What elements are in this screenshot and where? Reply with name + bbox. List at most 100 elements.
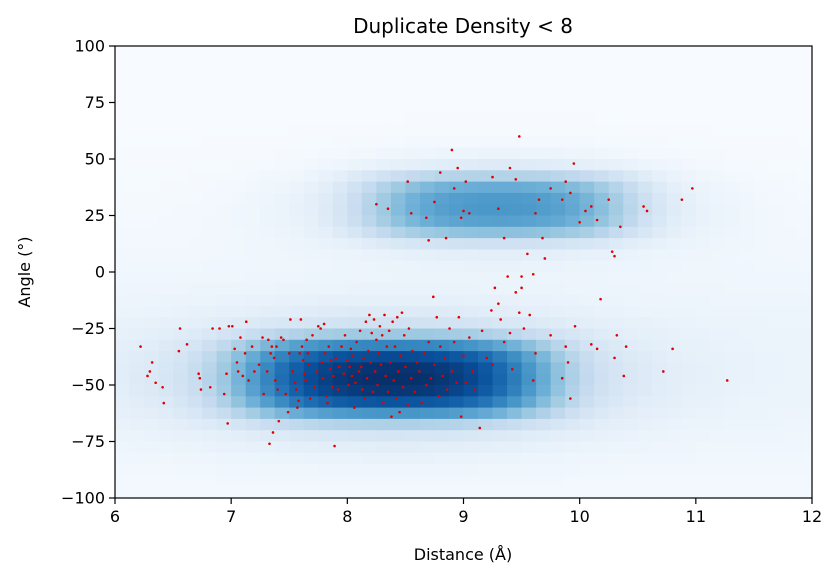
heatmap-cell xyxy=(289,125,305,137)
heatmap-cell xyxy=(129,238,145,250)
scatter-point xyxy=(350,374,354,378)
heatmap-cell xyxy=(376,339,392,352)
heatmap-cell xyxy=(187,170,203,183)
heatmap-cell xyxy=(594,272,610,284)
heatmap-cell xyxy=(478,102,494,115)
heatmap-cell xyxy=(710,159,726,171)
heatmap-cell xyxy=(202,362,218,375)
heatmap-cell xyxy=(274,159,290,171)
heatmap-cell xyxy=(144,385,160,397)
heatmap-cell xyxy=(419,418,436,431)
heatmap-cell xyxy=(753,79,770,92)
heatmap-cell xyxy=(216,305,232,318)
heatmap-cell xyxy=(478,79,494,92)
heatmap-cell xyxy=(347,125,363,137)
heatmap-cell xyxy=(303,486,319,499)
heatmap-cell xyxy=(274,226,290,239)
heatmap-cell xyxy=(144,204,160,217)
heatmap-cell xyxy=(187,79,203,92)
heatmap-cell xyxy=(376,475,392,488)
heatmap-cell xyxy=(753,215,770,228)
heatmap-cell xyxy=(550,147,566,160)
heatmap-cell xyxy=(390,475,407,488)
heatmap-cell xyxy=(666,339,682,352)
heatmap-cell xyxy=(376,351,392,363)
heatmap-cell xyxy=(579,396,595,409)
heatmap-cell xyxy=(521,125,537,137)
scatter-point xyxy=(514,291,518,294)
heatmap-cell xyxy=(695,475,711,488)
heatmap-cell xyxy=(536,452,552,465)
heatmap-cell xyxy=(637,102,653,115)
heatmap-cell xyxy=(318,46,334,58)
heatmap-cell xyxy=(434,181,450,194)
heatmap-cell xyxy=(608,362,624,375)
heatmap-cell xyxy=(739,159,755,171)
scatter-point xyxy=(438,171,442,174)
heatmap-cell xyxy=(478,170,494,183)
heatmap-cell xyxy=(623,159,639,171)
scatter-point xyxy=(445,388,449,391)
heatmap-cell xyxy=(666,136,682,149)
heatmap-cell xyxy=(652,283,668,296)
heatmap-cell xyxy=(434,260,450,273)
heatmap-cell xyxy=(782,159,799,171)
heatmap-cell xyxy=(463,430,479,443)
heatmap-cell xyxy=(521,204,537,217)
heatmap-cell xyxy=(173,317,189,330)
heatmap-cell xyxy=(158,113,174,126)
heatmap-cell xyxy=(376,113,392,126)
heatmap-cell xyxy=(594,249,610,262)
scatter-point xyxy=(427,239,430,242)
heatmap-cell xyxy=(202,452,218,465)
heatmap-cell xyxy=(289,272,305,284)
heatmap-cell xyxy=(652,147,668,160)
heatmap-cell xyxy=(550,68,566,81)
scatter-point xyxy=(268,442,271,446)
heatmap-cell xyxy=(753,328,770,341)
heatmap-cell xyxy=(405,351,421,363)
heatmap-cell xyxy=(405,102,421,115)
heatmap-cell xyxy=(478,373,494,386)
scatter-point xyxy=(534,352,537,355)
heatmap-cell xyxy=(405,283,421,296)
heatmap-cell xyxy=(318,486,334,499)
scatter-point xyxy=(225,372,228,376)
scatter-point xyxy=(462,354,465,357)
heatmap-cell xyxy=(202,226,218,239)
scatter-point xyxy=(262,392,265,396)
heatmap-cell xyxy=(565,396,581,409)
heatmap-cell xyxy=(594,385,610,397)
heatmap-cell xyxy=(274,305,290,318)
heatmap-cell xyxy=(521,136,537,149)
heatmap-cell xyxy=(419,305,436,318)
heatmap-cell xyxy=(115,215,131,228)
heatmap-cell xyxy=(419,215,436,228)
heatmap-cell xyxy=(434,351,450,363)
heatmap-cell xyxy=(231,260,247,273)
heatmap-cell xyxy=(478,272,494,284)
heatmap-cell xyxy=(797,317,813,330)
heatmap-cell xyxy=(231,226,247,239)
heatmap-cell xyxy=(231,125,247,137)
heatmap-cell xyxy=(550,125,566,137)
heatmap-cell xyxy=(608,272,624,284)
heatmap-cell xyxy=(753,339,770,352)
heatmap-cell xyxy=(405,249,421,262)
heatmap-cell xyxy=(521,418,537,431)
heatmap-cell xyxy=(115,79,131,92)
heatmap-cell xyxy=(507,418,523,431)
heatmap-cell xyxy=(623,283,639,296)
heatmap-cell xyxy=(245,452,261,465)
scatter-point xyxy=(208,385,212,389)
heatmap-cell xyxy=(187,215,203,228)
heatmap-cell xyxy=(216,464,232,476)
heatmap-cell xyxy=(376,441,392,454)
heatmap-cell xyxy=(303,113,319,126)
heatmap-cell xyxy=(463,396,479,409)
heatmap-cell xyxy=(463,68,479,81)
heatmap-cell xyxy=(347,79,363,92)
heatmap-cell xyxy=(245,192,261,205)
heatmap-cell xyxy=(782,79,799,92)
heatmap-cell xyxy=(376,46,392,58)
